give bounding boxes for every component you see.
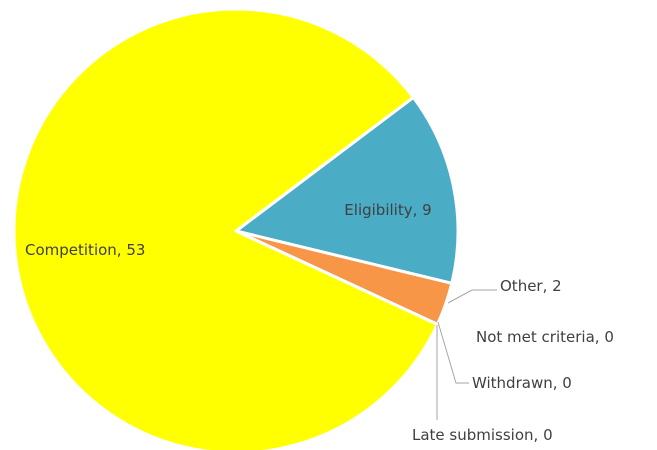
data-label: Withdrawn, 0: [472, 374, 572, 392]
data-label: Competition, 53: [25, 241, 145, 259]
pie-slice: [234, 95, 460, 285]
label-name: Withdrawn: [472, 374, 553, 392]
label-name: Other: [500, 277, 543, 295]
pie-slice: [12, 7, 439, 450]
label-name: Eligibility: [344, 201, 412, 219]
data-label: Eligibility, 9: [344, 201, 431, 219]
label-value: 2: [552, 277, 562, 295]
label-value: 53: [126, 241, 145, 259]
label-separator: ,: [117, 241, 127, 259]
pie: [12, 7, 460, 450]
data-label: Other, 2: [500, 277, 562, 295]
label-value: 0: [543, 426, 553, 444]
label-value: 0: [604, 328, 614, 346]
label-name: Not met criteria: [476, 328, 595, 346]
label-name: Late submission: [412, 426, 534, 444]
label-value: 0: [562, 374, 572, 392]
data-label: Late submission, 0: [412, 426, 553, 444]
data-label: Not met criteria, 0: [476, 328, 614, 346]
label-name: Competition: [25, 241, 117, 259]
label-separator: ,: [543, 277, 553, 295]
labels: Eligibility, 9 Other, 2 Not met criteria, …: [25, 201, 614, 444]
leader-line: [437, 321, 469, 384]
label-separator: ,: [553, 374, 563, 392]
label-separator: ,: [534, 426, 544, 444]
label-value: 9: [422, 201, 432, 219]
label-separator: ,: [413, 201, 423, 219]
leader-line: [447, 289, 497, 304]
label-separator: ,: [595, 328, 605, 346]
